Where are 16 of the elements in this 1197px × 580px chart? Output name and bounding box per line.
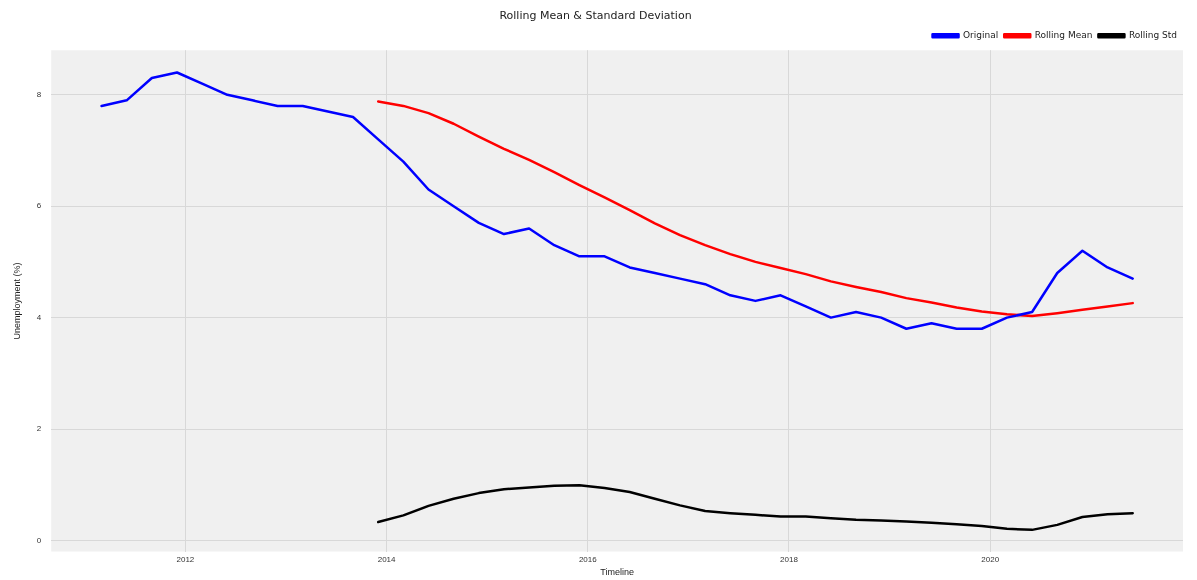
chart-title: Rolling Mean & Standard Deviation [499, 9, 692, 23]
x-axis-title: Timeline [600, 567, 634, 578]
x-tick-label: 2014 [377, 554, 397, 564]
y-tick-label: 6 [36, 201, 42, 211]
legend-label: Original [963, 30, 999, 41]
y-axis-title: Unemployment (%) [11, 262, 22, 340]
y-tick-label: 2 [36, 424, 42, 434]
y-tick-label: 0 [36, 535, 42, 545]
x-tick-label: 2020 [981, 554, 1000, 564]
y-tick-label: 8 [36, 89, 42, 99]
legend-label: Rolling Std [1128, 30, 1177, 41]
x-tick-label: 2016 [578, 554, 598, 564]
y-tick-label: 4 [36, 312, 42, 322]
legend-label: Rolling Mean [1034, 30, 1093, 41]
x-tick-label: 2012 [176, 554, 195, 564]
x-tick-label: 2018 [780, 554, 799, 564]
